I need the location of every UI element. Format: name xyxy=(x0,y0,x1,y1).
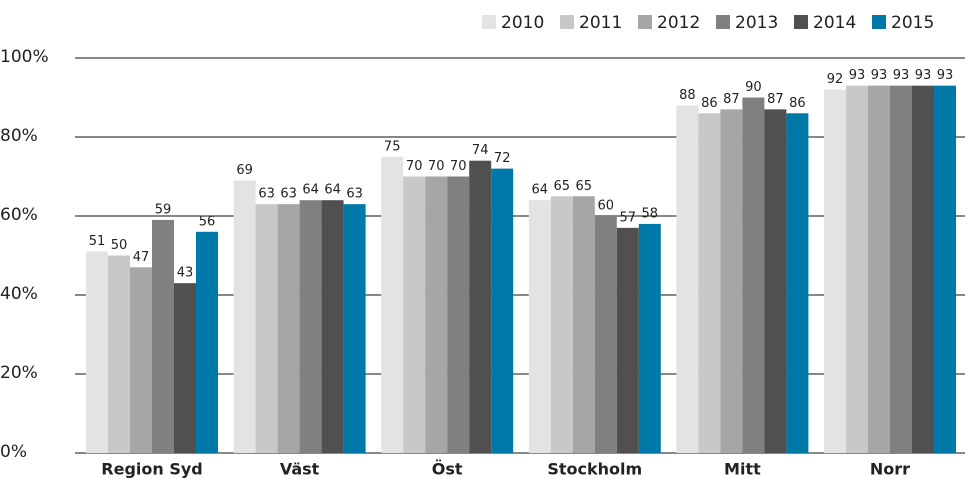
value-label: 93 xyxy=(871,68,888,83)
value-label: 65 xyxy=(554,179,571,194)
value-label: 47 xyxy=(133,250,150,265)
legend-swatch xyxy=(638,15,652,29)
bar xyxy=(152,219,174,453)
value-label: 86 xyxy=(789,96,806,111)
value-label: 93 xyxy=(893,68,910,83)
legend-label: 2011 xyxy=(579,13,622,33)
bar xyxy=(890,85,912,454)
value-label: 93 xyxy=(915,68,932,83)
bar xyxy=(403,176,426,453)
bar xyxy=(572,196,595,453)
bar xyxy=(638,223,661,453)
bar xyxy=(299,200,322,453)
x-tick-label: Mitt xyxy=(724,460,761,479)
legend-label: 2012 xyxy=(657,13,700,33)
value-label: 56 xyxy=(199,214,216,229)
value-label: 64 xyxy=(302,183,319,198)
bar xyxy=(528,200,551,453)
value-label: 43 xyxy=(177,266,194,281)
bar xyxy=(824,89,846,453)
value-label: 58 xyxy=(642,206,659,221)
y-tick-label: 60% xyxy=(0,205,38,225)
x-tick-label: Norr xyxy=(870,460,910,479)
bar xyxy=(233,180,256,453)
bar xyxy=(550,196,573,453)
value-label: 60 xyxy=(598,199,615,214)
value-label: 75 xyxy=(384,139,401,154)
y-tick-label: 80% xyxy=(0,126,38,146)
bar xyxy=(130,267,152,453)
y-tick-label: 0% xyxy=(0,442,27,462)
bar xyxy=(469,160,492,453)
bar xyxy=(616,227,639,453)
legend-label: 2014 xyxy=(813,13,856,33)
legend-swatch xyxy=(872,15,886,29)
value-label: 70 xyxy=(428,159,445,174)
legend-swatch xyxy=(482,15,496,29)
bar xyxy=(912,85,934,454)
bar xyxy=(255,204,278,453)
x-tick-label: Öst xyxy=(432,460,463,479)
value-label: 90 xyxy=(745,80,762,95)
value-label: 63 xyxy=(346,187,363,202)
value-label: 87 xyxy=(767,92,784,107)
bar xyxy=(720,109,743,453)
value-label: 63 xyxy=(280,187,297,202)
y-tick-label: 20% xyxy=(0,363,38,383)
bar xyxy=(196,231,218,453)
legend-label: 2013 xyxy=(735,13,778,33)
value-label: 51 xyxy=(89,234,106,249)
value-label: 70 xyxy=(450,159,467,174)
value-label: 70 xyxy=(406,159,423,174)
value-label: 64 xyxy=(532,183,549,198)
value-label: 74 xyxy=(472,143,489,158)
value-label: 64 xyxy=(324,183,341,198)
value-label: 93 xyxy=(849,68,866,83)
bar xyxy=(934,85,956,454)
bar xyxy=(343,204,366,453)
bar xyxy=(108,255,130,453)
bar xyxy=(86,251,108,453)
value-label: 92 xyxy=(827,72,844,87)
legend-swatch xyxy=(794,15,808,29)
bar xyxy=(786,113,809,454)
bar xyxy=(698,113,721,454)
value-label: 93 xyxy=(937,68,954,83)
bar xyxy=(277,204,300,453)
x-tick-label: Region Syd xyxy=(101,460,202,479)
value-label: 69 xyxy=(236,163,253,178)
bar xyxy=(381,156,404,453)
value-label: 50 xyxy=(111,238,128,253)
y-tick-label: 100% xyxy=(0,47,49,67)
bar xyxy=(425,176,448,453)
bar xyxy=(447,176,470,453)
bar xyxy=(742,97,765,453)
bar xyxy=(491,168,514,453)
y-tick-label: 40% xyxy=(0,284,38,304)
x-tick-label: Väst xyxy=(280,460,320,479)
bar xyxy=(321,200,344,453)
bar xyxy=(174,283,196,453)
bar xyxy=(764,109,787,453)
bar xyxy=(846,85,868,454)
value-label: 57 xyxy=(620,210,637,225)
legend-swatch xyxy=(560,15,574,29)
legend-label: 2015 xyxy=(891,13,934,33)
legend-swatch xyxy=(716,15,730,29)
value-label: 59 xyxy=(155,202,172,217)
bar xyxy=(868,85,890,454)
legend-label: 2010 xyxy=(501,13,544,33)
value-label: 87 xyxy=(723,92,740,107)
value-label: 86 xyxy=(701,96,718,111)
x-tick-label: Stockholm xyxy=(547,460,642,479)
bar xyxy=(676,105,699,454)
value-label: 88 xyxy=(679,88,696,103)
value-label: 72 xyxy=(494,151,511,166)
value-label: 63 xyxy=(258,187,275,202)
bar xyxy=(594,216,617,453)
value-label: 65 xyxy=(576,179,593,194)
